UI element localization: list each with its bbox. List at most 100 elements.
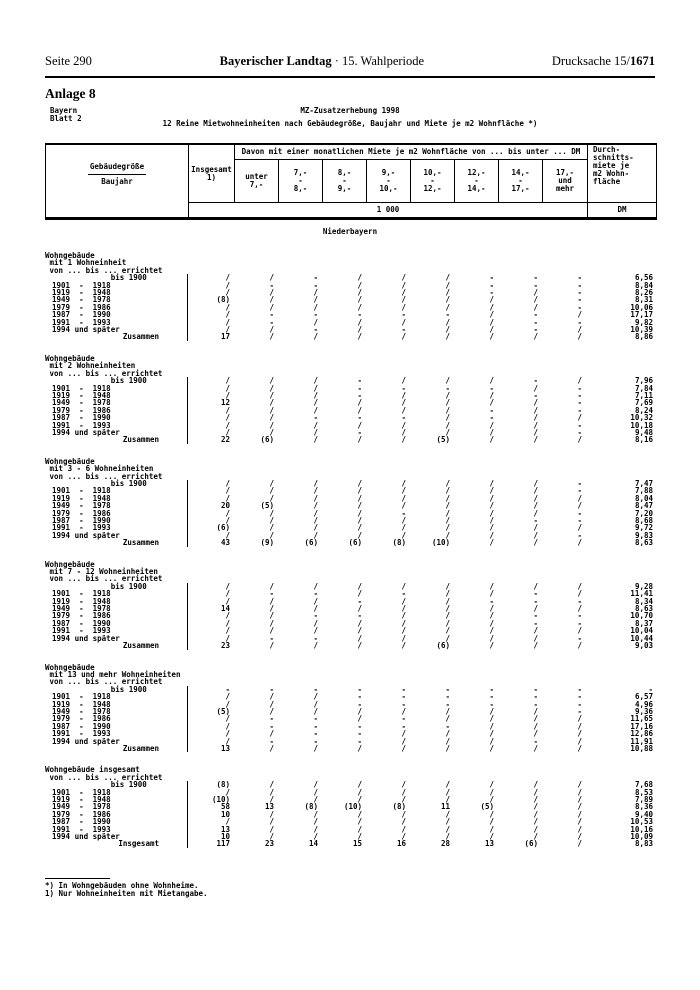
value-cell: (6) bbox=[524, 839, 538, 849]
value-cell: - bbox=[533, 317, 538, 327]
value-cell: 22 bbox=[220, 435, 230, 445]
value-cell: 4,96 bbox=[634, 699, 653, 709]
value-cell: - bbox=[357, 692, 362, 702]
value-cell: 10,18 bbox=[630, 420, 653, 430]
value-cell: / bbox=[489, 523, 494, 533]
value-cell: - bbox=[577, 596, 582, 606]
value-cell: 17,17 bbox=[630, 310, 653, 320]
row-label: 1949 - 1978 bbox=[45, 502, 188, 510]
value-cell: / bbox=[577, 839, 582, 849]
value-cell: / bbox=[577, 310, 582, 320]
value-cell: / bbox=[489, 310, 494, 320]
value-cell: 7,11 bbox=[634, 390, 653, 400]
value-cell: 12,86 bbox=[630, 729, 653, 739]
value-cell: / bbox=[357, 787, 362, 797]
value-cell: / bbox=[577, 626, 582, 636]
table-row: 1979 - 1986 / / - - / / / - - 10,70 bbox=[45, 611, 700, 621]
value-cell: - bbox=[489, 413, 494, 423]
value-cell: / bbox=[313, 809, 318, 819]
section-heading-line: von ... bis ... errichtet bbox=[45, 574, 163, 584]
row-label: 1919 - 1948 bbox=[45, 391, 188, 399]
value-cell: / bbox=[313, 787, 318, 797]
value-cell: / bbox=[401, 832, 406, 842]
value-cell: / bbox=[533, 780, 538, 790]
value-cell: / bbox=[225, 413, 230, 423]
value-cell: - bbox=[357, 596, 362, 606]
value-cell: / bbox=[225, 729, 230, 739]
value-cell: 6,56 bbox=[634, 273, 653, 283]
value-cell: / bbox=[489, 611, 494, 621]
value-cell: 8,37 bbox=[634, 618, 653, 628]
value-cell: / bbox=[269, 325, 274, 335]
value-cell: - bbox=[533, 273, 538, 283]
value-cell: / bbox=[533, 398, 538, 408]
value-cell: - bbox=[577, 633, 582, 643]
value-cell: / bbox=[357, 706, 362, 716]
value-cell: / bbox=[577, 832, 582, 842]
value-cell: - bbox=[533, 310, 538, 320]
value-cell: / bbox=[577, 493, 582, 503]
row-label: 1991 - 1993 bbox=[45, 318, 188, 326]
row-label: Zusammen bbox=[45, 642, 188, 650]
value-cell: / bbox=[401, 604, 406, 614]
value-cell: / bbox=[577, 641, 582, 651]
value-cell: 8,31 bbox=[634, 295, 653, 305]
value-cell: 16 bbox=[396, 839, 406, 849]
value-cell: 9,48 bbox=[634, 427, 653, 437]
value-cell: 43 bbox=[220, 538, 230, 548]
value-cell: / bbox=[533, 824, 538, 834]
value-cell: - bbox=[401, 684, 406, 694]
value-cell: / bbox=[445, 427, 450, 437]
table-row: 1901 - 1918 / / / / / / / / / 8,53 bbox=[45, 787, 700, 797]
value-cell: / bbox=[445, 714, 450, 724]
value-cell: / bbox=[357, 273, 362, 283]
value-cell: / bbox=[269, 390, 274, 400]
value-cell: / bbox=[401, 501, 406, 511]
value-cell: / bbox=[269, 824, 274, 834]
value-cell: 11,91 bbox=[630, 736, 653, 746]
value-cell: - bbox=[533, 325, 538, 335]
value-cell: / bbox=[533, 743, 538, 753]
value-cell: - bbox=[577, 295, 582, 305]
value-cell: / bbox=[401, 633, 406, 643]
value-cell: / bbox=[533, 538, 538, 548]
value-cell: / bbox=[357, 641, 362, 651]
value-cell: / bbox=[489, 376, 494, 386]
value-cell: 11 bbox=[440, 802, 450, 812]
table-row: bis 1900 (8) / / / / / / / / 7,68 bbox=[45, 780, 700, 790]
value-cell: / bbox=[445, 478, 450, 488]
value-cell: - bbox=[269, 589, 274, 599]
value-cell: / bbox=[401, 596, 406, 606]
value-cell: / bbox=[577, 589, 582, 599]
value-cell: / bbox=[533, 478, 538, 488]
row-label: 1991 - 1993 bbox=[45, 730, 188, 738]
range-column-header: 7,- -8,- bbox=[279, 160, 323, 202]
row-label: 1919 - 1948 bbox=[45, 796, 188, 803]
value-cell: - bbox=[533, 596, 538, 606]
value-cell: - bbox=[577, 280, 582, 290]
table-row: 1919 - 1948 / / / - - - - - - 4,96 bbox=[45, 699, 700, 709]
value-cell: / bbox=[401, 435, 406, 445]
value-cell: - bbox=[445, 383, 450, 393]
row-label: bis 1900 bbox=[45, 582, 188, 590]
value-cell: / bbox=[269, 398, 274, 408]
value-cell: / bbox=[357, 332, 362, 342]
value-cell: / bbox=[445, 729, 450, 739]
value-cell: 8,36 bbox=[634, 802, 653, 812]
building-size-section: Wohngebäude mit 7 - 12 Wohneinheiten von… bbox=[45, 560, 700, 651]
building-size-section: Wohngebäude insgesamt von ... bis ... er… bbox=[45, 766, 700, 849]
value-cell: / bbox=[225, 699, 230, 709]
table-row: Zusammen 17 / / / / / / / / 8,86 bbox=[45, 332, 700, 342]
value-cell: - bbox=[225, 684, 230, 694]
value-cell: / bbox=[357, 435, 362, 445]
value-cell: / bbox=[401, 493, 406, 503]
value-cell: 17,16 bbox=[630, 721, 653, 731]
value-cell: / bbox=[269, 817, 274, 827]
value-cell: 9,40 bbox=[634, 809, 653, 819]
value-cell: - bbox=[313, 714, 318, 724]
value-cell: / bbox=[313, 493, 318, 503]
value-cell: / bbox=[269, 273, 274, 283]
value-cell: / bbox=[401, 523, 406, 533]
table-body: Wohngebäude mit 1 Wohneinheit von ... bi… bbox=[45, 252, 700, 848]
value-cell: / bbox=[533, 729, 538, 739]
